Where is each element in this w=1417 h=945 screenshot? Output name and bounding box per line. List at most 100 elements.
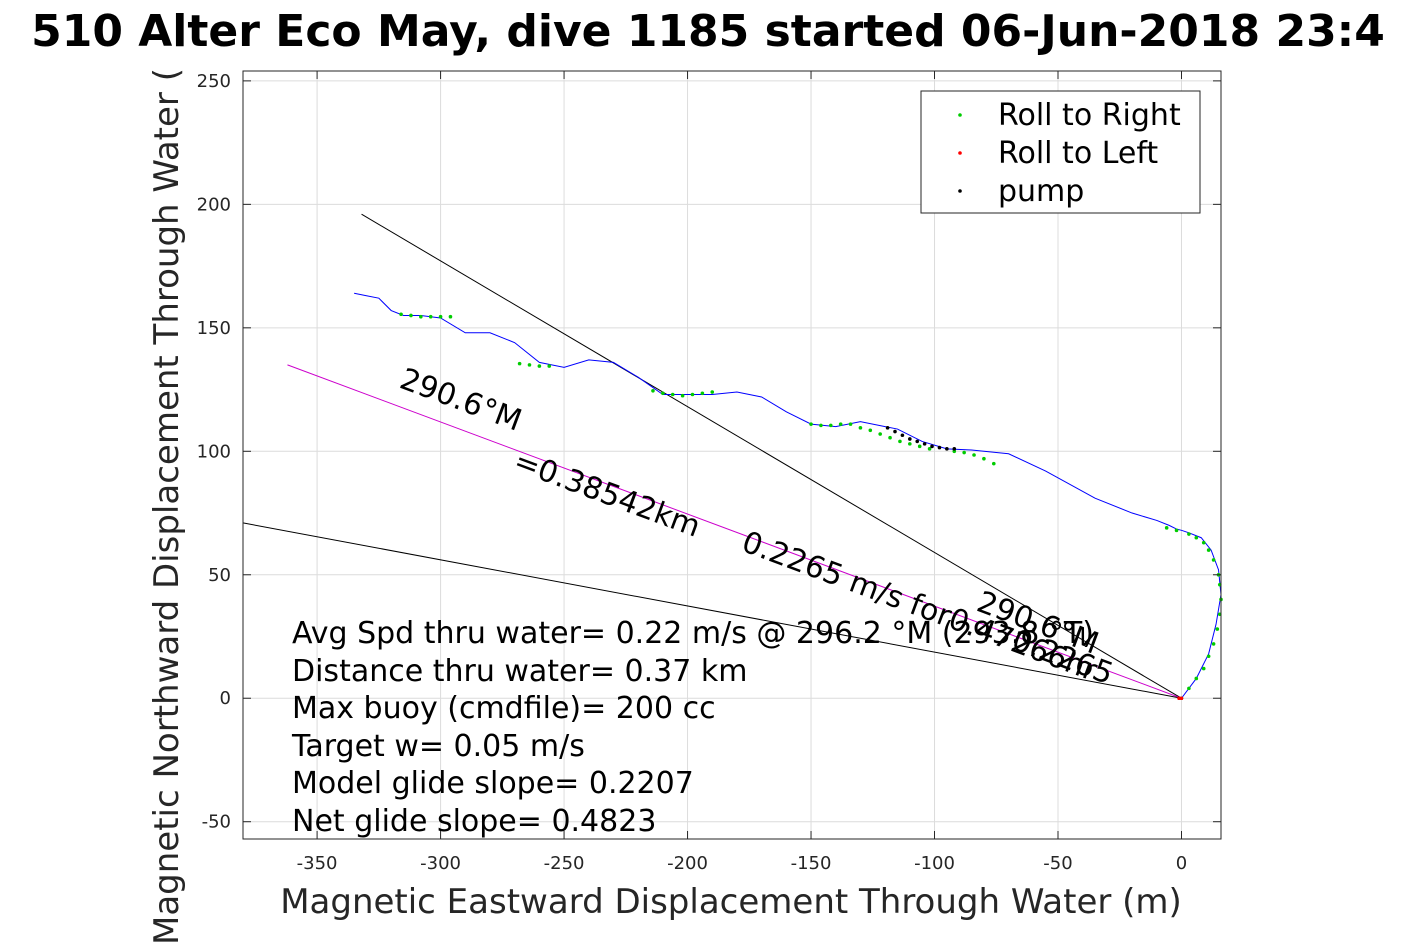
legend: Roll to Right Roll to Left pump [920, 90, 1201, 214]
roll-right-point [399, 312, 403, 317]
y-tick-label: -50 [202, 812, 231, 833]
roll-right-point [680, 393, 685, 398]
roll-right-point [710, 390, 715, 394]
x-tick-label: -250 [544, 853, 585, 874]
y-tick-label: 250 [197, 71, 231, 92]
pump-point [952, 447, 957, 451]
y-tick-label: 150 [197, 318, 231, 339]
roll-right-point [972, 453, 976, 457]
roll-right-point [1174, 528, 1179, 533]
roll-right-point [690, 392, 695, 397]
roll-right-point [438, 314, 443, 319]
roll-right-point [819, 423, 823, 428]
roll-right-point [651, 388, 655, 393]
roll-right-point [700, 391, 705, 396]
roll-right-point [428, 314, 433, 319]
summary-line-1: Avg Spd thru water= 0.22 m/s @ 296.2 °M … [292, 616, 1094, 651]
y-tick-label: 100 [197, 441, 231, 462]
summary-line-4: Target w= 0.05 m/s [291, 729, 585, 764]
roll-right-point [1215, 627, 1220, 631]
roll-right-point [448, 314, 453, 319]
roll-right-point [982, 456, 986, 461]
legend-marker-roll-right [958, 113, 962, 117]
roll-right-point [838, 422, 843, 426]
pump-point [930, 444, 934, 449]
roll-right-point [848, 422, 853, 426]
roll-right-point [537, 364, 542, 368]
chart-title: 510 Alter Eco May, dive 1185 started 06-… [31, 6, 1385, 57]
roll-right-point [1164, 526, 1169, 530]
roll-left-point [1179, 696, 1184, 701]
y-tick-label: 200 [197, 194, 231, 215]
y-axis-label: Magnetic Northward Displacement Through … [147, 68, 187, 945]
roll-right-point [1194, 676, 1199, 681]
x-tick-label: -50 [1043, 853, 1072, 874]
pump-point [885, 426, 890, 430]
pump-point [945, 447, 949, 451]
y-tick-labels: -50 0 50 100 150 200 250 [197, 71, 231, 833]
y-grid [243, 80, 1221, 823]
x-tick-labels: -350 -300 -250 -200 -150 -100 -50 0 [297, 853, 1188, 874]
roll-right-point [898, 439, 902, 444]
legend-label-roll-left: Roll to Left [998, 136, 1158, 171]
roll-right-point [1206, 654, 1211, 659]
x-tick-label: -200 [667, 853, 708, 874]
roll-right-point [1187, 686, 1191, 691]
pump-point [900, 433, 905, 438]
summary-line-5: Model glide slope= 0.2207 [292, 766, 694, 801]
y-tick-label: 50 [208, 565, 231, 586]
legend-box [920, 90, 1201, 214]
roll-right-point [809, 422, 813, 426]
roll-right-point [952, 449, 957, 454]
roll-right-point [661, 391, 665, 396]
roll-left-points [1177, 696, 1184, 701]
roll-right-point [1211, 558, 1216, 562]
legend-label-roll-right: Roll to Right [998, 98, 1181, 133]
summary-line-3: Max buoy (cmdfile)= 200 cc [292, 691, 716, 726]
x-tick-label: -300 [420, 853, 461, 874]
roll-right-point [1211, 642, 1216, 646]
roll-right-point [419, 314, 423, 319]
roll-right-point [1194, 535, 1199, 540]
roll-right-point [962, 450, 966, 455]
roll-right-point [917, 444, 922, 449]
roll-left-point [1177, 696, 1181, 701]
roll-right-point [1201, 540, 1206, 545]
roll-right-point [1187, 532, 1191, 536]
x-tick-label: 0 [1176, 853, 1187, 874]
roll-right-point [927, 447, 932, 451]
roll-right-point [1201, 666, 1206, 671]
summary-text: Avg Spd thru water= 0.22 m/s @ 296.2 °M … [291, 616, 1094, 839]
legend-marker-roll-left [958, 151, 962, 155]
x-axis-label: Magnetic Eastward Displacement Through W… [280, 882, 1182, 922]
x-tick-label: -150 [791, 853, 832, 874]
roll-right-point [409, 313, 413, 318]
roll-right-point [888, 435, 892, 440]
pump-point [922, 442, 927, 446]
roll-right-point [547, 364, 552, 368]
course-line [287, 364, 1182, 699]
roll-right-point [670, 392, 675, 397]
roll-right-point [908, 442, 912, 446]
y-tick-label: 0 [220, 688, 231, 709]
x-tick-label: -100 [914, 853, 955, 874]
current-line [242, 522, 1182, 699]
summary-line-2: Distance thru water= 0.37 km [292, 654, 747, 689]
pump-point [915, 439, 920, 444]
plot-frame [242, 70, 1222, 840]
pump-point [893, 429, 897, 434]
legend-label-pump: pump [998, 174, 1084, 209]
roll-right-point [517, 361, 522, 366]
heading-line [361, 213, 1182, 699]
roll-right-point [878, 432, 882, 436]
roll-right-point [1206, 548, 1211, 552]
roll-right-point [868, 428, 873, 433]
pump-point [937, 445, 942, 450]
pump-points [885, 426, 957, 451]
reference-lines [242, 213, 1182, 699]
pump-point [908, 437, 912, 441]
summary-line-6: Net glide slope= 0.4823 [292, 804, 656, 839]
roll-right-point [828, 423, 833, 428]
x-tick-label: -350 [297, 853, 338, 874]
